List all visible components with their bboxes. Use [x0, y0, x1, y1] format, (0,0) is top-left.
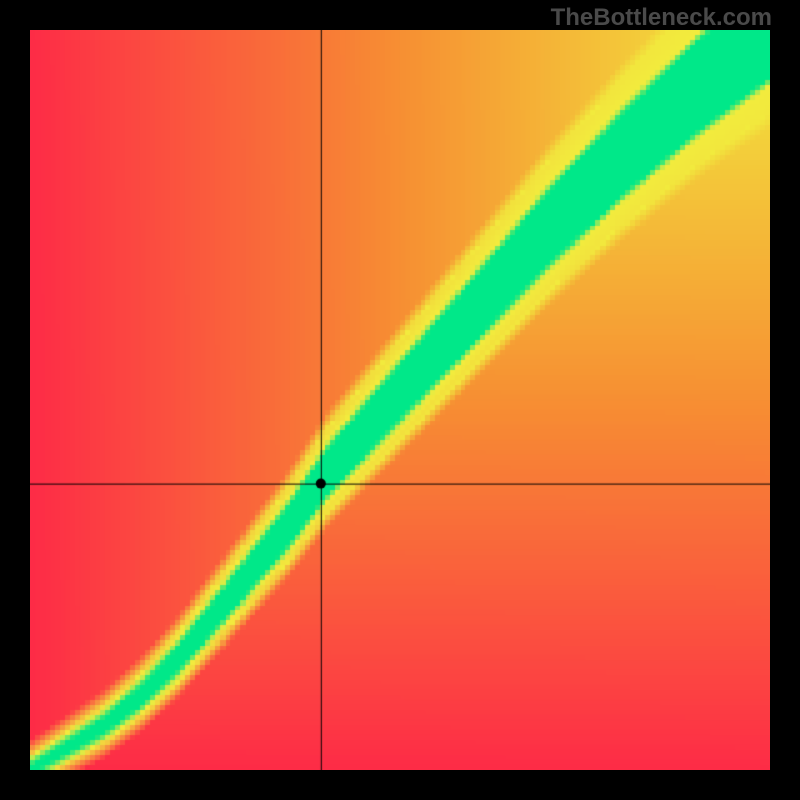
watermark-text: TheBottleneck.com	[551, 4, 772, 32]
chart-frame: TheBottleneck.com	[0, 0, 800, 800]
heatmap-plot	[30, 30, 770, 770]
heatmap-canvas	[30, 30, 770, 770]
